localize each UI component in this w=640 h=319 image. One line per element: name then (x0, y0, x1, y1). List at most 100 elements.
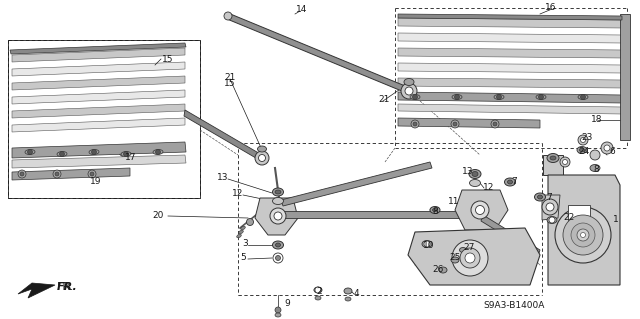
Ellipse shape (273, 197, 284, 204)
Ellipse shape (433, 209, 438, 211)
Ellipse shape (89, 150, 99, 154)
Circle shape (497, 94, 502, 100)
Circle shape (156, 150, 161, 154)
Circle shape (274, 212, 282, 220)
Circle shape (563, 215, 603, 255)
Circle shape (224, 12, 232, 20)
Ellipse shape (315, 296, 321, 300)
Ellipse shape (57, 152, 67, 157)
Text: 15: 15 (162, 55, 173, 63)
Circle shape (20, 172, 24, 176)
Text: 5: 5 (240, 254, 246, 263)
Circle shape (580, 94, 586, 100)
Ellipse shape (275, 190, 281, 194)
Circle shape (273, 253, 283, 263)
Polygon shape (184, 110, 262, 161)
Ellipse shape (275, 243, 280, 247)
Text: 18: 18 (591, 115, 602, 123)
Polygon shape (255, 198, 298, 235)
Text: FR.: FR. (57, 282, 77, 292)
Circle shape (604, 145, 610, 151)
Circle shape (560, 157, 570, 167)
Circle shape (465, 253, 475, 263)
Ellipse shape (404, 78, 414, 85)
Text: S9A3-B1400A: S9A3-B1400A (483, 300, 545, 309)
Ellipse shape (273, 241, 284, 249)
Circle shape (315, 287, 321, 293)
Polygon shape (398, 104, 622, 114)
Circle shape (476, 205, 484, 214)
Polygon shape (455, 190, 508, 230)
Circle shape (549, 217, 555, 223)
Circle shape (413, 122, 417, 126)
Circle shape (424, 241, 430, 247)
Ellipse shape (577, 146, 587, 153)
Polygon shape (281, 211, 480, 218)
Polygon shape (543, 155, 563, 175)
Circle shape (275, 256, 280, 261)
Text: 7: 7 (511, 177, 516, 187)
Circle shape (53, 170, 61, 178)
Ellipse shape (422, 241, 432, 248)
Circle shape (411, 120, 419, 128)
Polygon shape (481, 215, 540, 256)
Circle shape (555, 207, 611, 263)
Circle shape (92, 150, 97, 154)
Text: 9: 9 (284, 299, 290, 308)
Polygon shape (542, 195, 560, 220)
Circle shape (571, 223, 595, 247)
Polygon shape (398, 14, 622, 20)
Text: 12: 12 (232, 189, 243, 198)
Polygon shape (281, 162, 432, 206)
Text: 1: 1 (613, 216, 619, 225)
Ellipse shape (344, 288, 352, 294)
Text: 26: 26 (432, 265, 444, 275)
Polygon shape (12, 76, 185, 90)
Text: 8: 8 (432, 207, 438, 217)
Circle shape (601, 142, 613, 154)
Polygon shape (12, 155, 186, 168)
Text: 21: 21 (378, 95, 389, 105)
Text: 21: 21 (224, 73, 236, 83)
Circle shape (259, 154, 266, 161)
Text: 13: 13 (217, 174, 228, 182)
Circle shape (578, 135, 588, 145)
Circle shape (401, 83, 417, 99)
Ellipse shape (494, 94, 504, 100)
Ellipse shape (314, 287, 322, 293)
Polygon shape (18, 283, 55, 298)
Ellipse shape (451, 257, 459, 263)
Polygon shape (398, 78, 622, 88)
Ellipse shape (579, 148, 584, 152)
Ellipse shape (452, 94, 462, 100)
Ellipse shape (550, 156, 556, 160)
Ellipse shape (237, 234, 241, 238)
Circle shape (124, 152, 129, 157)
Bar (8, 40, 200, 198)
Ellipse shape (153, 150, 163, 154)
Text: 2: 2 (316, 286, 322, 295)
Text: 15: 15 (224, 79, 236, 88)
Ellipse shape (345, 297, 351, 301)
Text: 3: 3 (242, 240, 248, 249)
Text: 25: 25 (449, 253, 460, 262)
Circle shape (580, 233, 586, 238)
Polygon shape (398, 92, 622, 103)
Ellipse shape (257, 146, 266, 152)
Polygon shape (12, 104, 185, 118)
Text: 6: 6 (609, 147, 615, 157)
Text: FR.: FR. (57, 282, 74, 292)
Circle shape (88, 170, 96, 178)
Circle shape (580, 137, 586, 143)
Polygon shape (620, 14, 630, 140)
Ellipse shape (439, 267, 447, 273)
Circle shape (28, 150, 33, 154)
Circle shape (460, 248, 480, 268)
Circle shape (413, 94, 417, 100)
Circle shape (577, 229, 589, 241)
Circle shape (471, 201, 489, 219)
Polygon shape (10, 43, 186, 54)
Circle shape (453, 122, 457, 126)
Circle shape (270, 208, 286, 224)
Ellipse shape (275, 313, 281, 317)
